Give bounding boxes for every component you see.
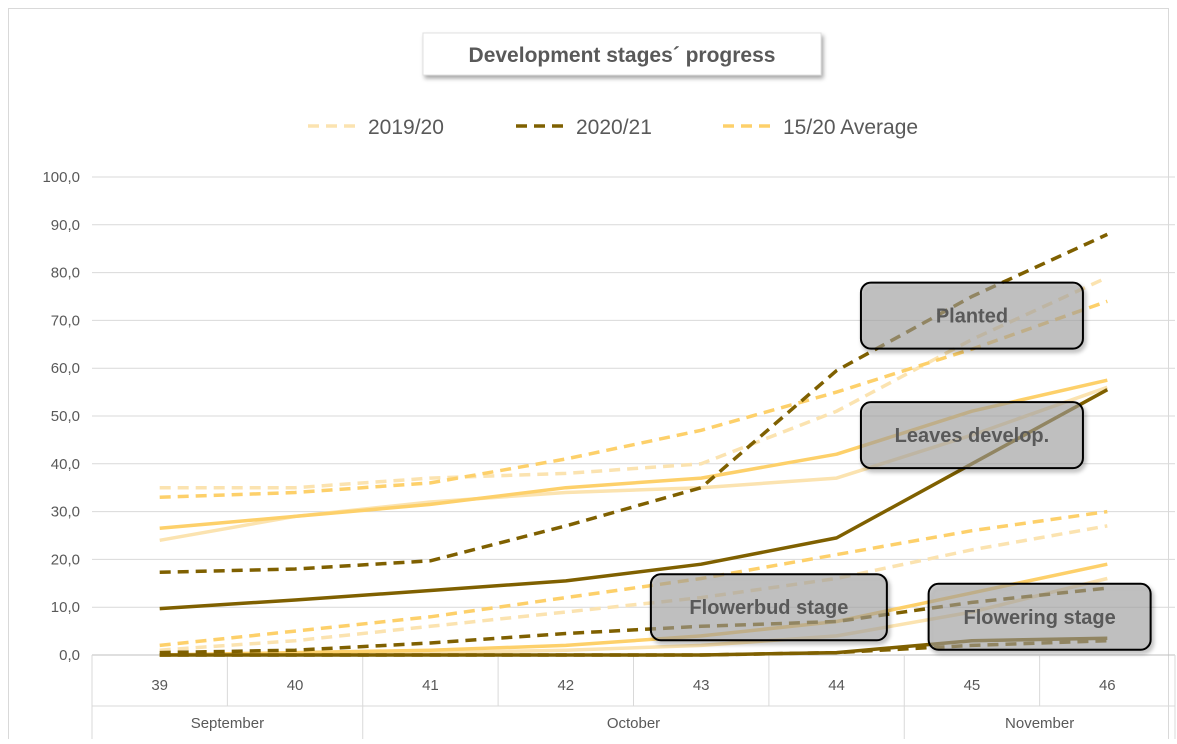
annotation-callout: Flowerbud stage	[649, 573, 888, 642]
legend-item: 2019/20	[308, 116, 444, 139]
series-line	[159, 299, 1108, 500]
series-line	[159, 388, 1109, 611]
y-tick-label: 10,0	[51, 599, 80, 616]
legend-item: 15/20 Average	[723, 116, 918, 139]
legend-label: 2019/20	[368, 116, 444, 139]
legend-label: 15/20 Average	[783, 116, 918, 139]
x-tick-label: 40	[287, 677, 304, 694]
stage-annotations: Planted Leaves develop. Flowerbud stage Flo…	[649, 281, 1152, 651]
chart-title-box: Development stages´ progress	[422, 32, 822, 76]
month-label: September	[191, 715, 264, 732]
annotation-box	[927, 582, 1152, 651]
y-tick-label: 20,0	[51, 551, 80, 568]
y-axis: 0,0 10,0 20,0 30,0 40,0 50,0 60,0 70,0 80,0 90,0 1…	[42, 169, 80, 664]
series-line	[159, 524, 1108, 652]
annotation-callout: Flowering stage	[927, 582, 1152, 651]
y-tick-label: 30,0	[51, 504, 80, 521]
legend-label: 2020/21	[576, 116, 652, 139]
y-tick-label: 80,0	[51, 265, 80, 282]
y-tick-label: 40,0	[51, 456, 80, 473]
legend: 2019/20 2020/21 15/20 Average	[308, 116, 918, 139]
series-line	[159, 509, 1108, 648]
annotation-box	[859, 281, 1084, 350]
y-tick-label: 90,0	[51, 217, 80, 234]
series-line	[159, 586, 1108, 655]
y-tick-label: 0,0	[59, 647, 80, 664]
x-axis: 39 40 41 42 43 44 45 46 September October November	[91, 655, 1176, 739]
x-tick-label: 46	[1099, 677, 1116, 694]
x-tick-label: 43	[693, 677, 710, 694]
legend-item: 2020/21	[516, 116, 652, 139]
y-tick-label: 60,0	[51, 360, 80, 377]
annotation-label: Flowering stage	[964, 607, 1116, 629]
chart-title: Development stages´ progress	[469, 44, 776, 67]
series-line	[159, 638, 1108, 657]
x-tick-label: 45	[964, 677, 981, 694]
x-tick-label: 39	[151, 677, 168, 694]
annotation-callout: Planted	[859, 281, 1084, 350]
y-tick-label: 100,0	[42, 169, 80, 186]
x-tick-label: 42	[557, 677, 574, 694]
annotation-box	[649, 573, 888, 642]
annotation-label: Planted	[936, 306, 1008, 328]
annotation-box	[859, 401, 1084, 470]
month-label: October	[607, 715, 660, 732]
series-line	[159, 275, 1109, 490]
annotation-label: Leaves develop.	[895, 425, 1050, 447]
month-label: November	[1005, 715, 1074, 732]
x-tick-label: 41	[422, 677, 439, 694]
y-tick-label: 70,0	[51, 312, 80, 329]
x-tick-label: 44	[828, 677, 845, 694]
annotation-callout: Leaves develop.	[859, 401, 1084, 470]
annotation-label: Flowerbud stage	[689, 597, 848, 619]
y-tick-label: 50,0	[51, 408, 80, 425]
